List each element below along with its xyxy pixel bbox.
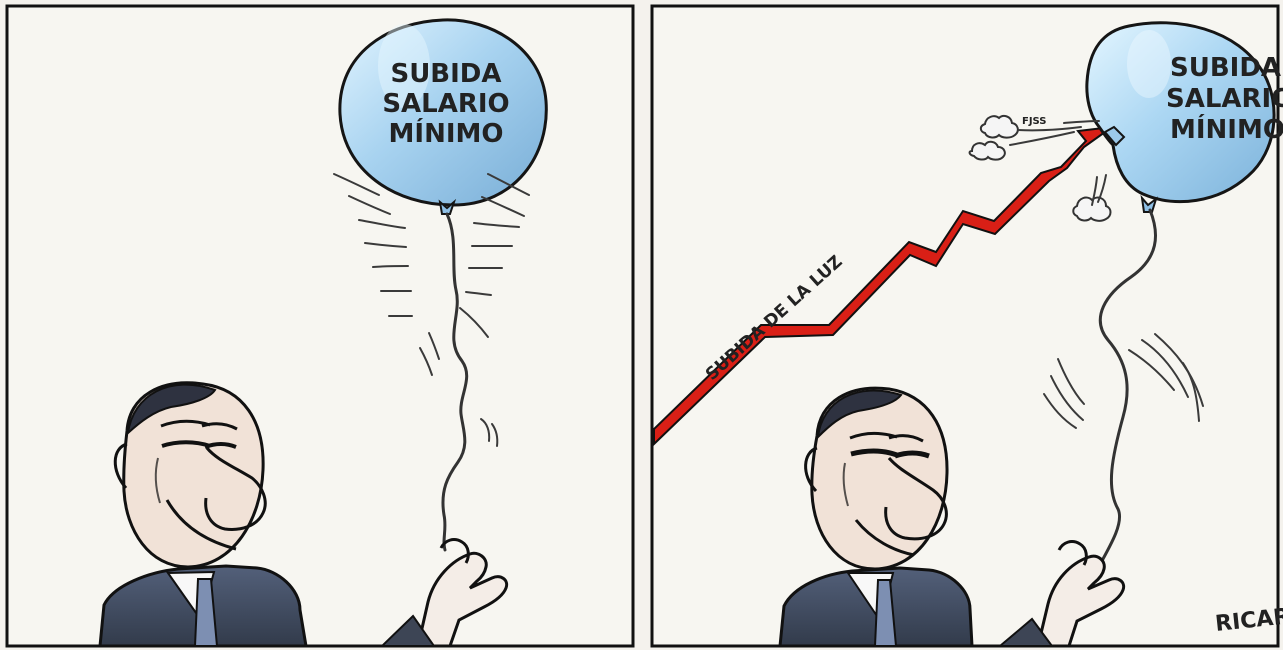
left-tie: [193, 578, 219, 647]
right-tie: [873, 579, 898, 647]
left-balloon-line-3: MÍNIMO: [389, 117, 504, 149]
right-eye-left: [850, 448, 898, 458]
left-panel: SUBIDA SALARIO MÍNIMO: [5, 4, 635, 648]
right-cheek-line: [842, 462, 849, 507]
right-balloon-line-1: SUBIDA: [1170, 53, 1281, 83]
left-eye-right: [204, 442, 237, 449]
left-nose: [204, 447, 267, 531]
right-string-motion-lines: [1043, 333, 1204, 429]
right-sleeve: [997, 617, 1054, 647]
left-balloon-highlight: [378, 24, 430, 108]
left-balloon-motion-lines: [333, 173, 530, 447]
left-balloon-line-2: SALARIO: [382, 89, 509, 119]
left-finger-top: [439, 538, 470, 564]
electricity-rise-arrow: [653, 126, 1113, 447]
left-head: [122, 381, 265, 569]
right-frown: [854, 519, 915, 557]
left-brow-right: [201, 422, 238, 431]
left-balloon-string: [441, 212, 469, 552]
left-hair: [126, 383, 217, 436]
left-hand: [379, 538, 509, 648]
right-eye-right: [894, 450, 930, 459]
left-balloon-group: SUBIDA SALARIO MÍNIMO: [338, 18, 548, 215]
right-hand-shape: [1036, 554, 1126, 648]
left-sleeve: [379, 614, 436, 647]
right-hair: [816, 389, 903, 440]
right-balloon-puncture: [1103, 125, 1126, 147]
right-balloon-line-3: MÍNIMO: [1170, 113, 1283, 145]
right-balloon-string: [1096, 208, 1157, 570]
left-smile: [165, 499, 237, 551]
right-balloon-highlight: [1127, 30, 1171, 98]
right-balloon-line-2: SALARIO: [1166, 84, 1283, 114]
air-escape-sound: FJSS: [1022, 116, 1047, 127]
right-balloon: [1085, 21, 1276, 204]
left-cheek-line: [154, 457, 161, 504]
right-nose: [884, 457, 948, 541]
left-hand-shape: [416, 551, 509, 648]
right-finger-top: [1057, 540, 1088, 566]
right-hand: [997, 540, 1126, 648]
left-man: [98, 381, 308, 648]
air-puffs: [968, 114, 1112, 222]
right-panel: SUBIDA DE LA LUZ SUBIDA SALARIO MÍNIMO F…: [650, 4, 1283, 648]
right-air-streaks: [1009, 120, 1107, 206]
right-ear: [804, 446, 818, 493]
right-brow-right: [888, 434, 924, 443]
right-man: [778, 386, 974, 648]
right-head: [810, 386, 949, 571]
right-balloon-group: SUBIDA SALARIO MÍNIMO: [1085, 21, 1283, 213]
left-balloon-knot: [438, 198, 457, 215]
left-ear: [113, 442, 128, 489]
left-balloon-line-1: SUBIDA: [390, 59, 501, 89]
right-balloon-knot: [1140, 194, 1158, 213]
